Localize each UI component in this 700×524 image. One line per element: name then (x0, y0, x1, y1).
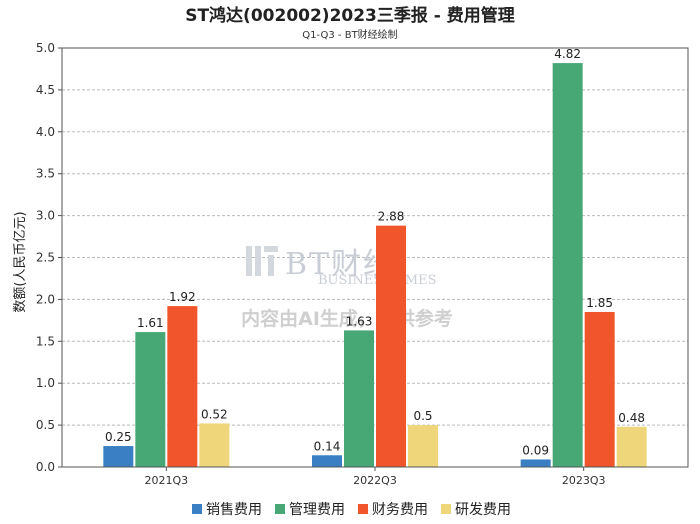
bar (616, 426, 647, 467)
bar (344, 330, 374, 467)
data-label: 0.48 (618, 411, 645, 425)
data-label: 2.88 (378, 210, 405, 224)
bar (376, 225, 406, 467)
bar (103, 446, 134, 467)
x-tick-label: 2021Q3 (145, 474, 189, 487)
y-tick-label: 2.5 (36, 251, 55, 265)
bar (584, 311, 615, 467)
y-tick-label: 3.5 (36, 167, 55, 181)
y-tick-label: 0.0 (36, 460, 55, 474)
bar (520, 459, 551, 467)
data-label: 0.09 (522, 443, 549, 457)
chart-title: ST鸿达(002002)2023三季报 - 费用管理 (185, 5, 515, 26)
legend: 销售费用 管理费用 财务费用 研发费用 (192, 502, 511, 518)
legend-label: 管理费用 (289, 502, 345, 518)
bars: 0.25 1.61 1.92 0.52 0.14 1.63 2.88 0.5 0.09 4.82 1… (103, 47, 647, 468)
legend-label: 研发费用 (455, 502, 511, 518)
data-label: 4.82 (554, 47, 581, 61)
y-tick-label: 5.0 (36, 41, 55, 55)
data-label: 0.52 (201, 407, 228, 421)
data-label: 0.5 (413, 409, 432, 423)
bar (135, 332, 166, 467)
y-tick-label: 1.0 (36, 376, 55, 390)
watermark-brand: BT财经 (285, 247, 395, 282)
x-tick-label: 2022Q3 (353, 474, 397, 487)
data-label: 0.14 (314, 439, 341, 453)
legend-label: 财务费用 (372, 502, 428, 518)
data-label: 1.85 (586, 296, 613, 310)
y-axis-label: 数额(人民币亿元) (13, 211, 28, 312)
data-label: 1.63 (346, 314, 373, 328)
y-tick-label: 0.5 (36, 418, 55, 432)
bar (199, 423, 230, 467)
bar (552, 63, 583, 468)
x-tick-label: 2023Q3 (562, 474, 606, 487)
y-tick-label: 2.0 (36, 292, 55, 306)
data-label: 1.92 (169, 290, 196, 304)
y-tick-label: 3.0 (36, 209, 55, 223)
y-tick-label: 1.5 (36, 334, 55, 348)
legend-swatch (275, 504, 285, 514)
bar (167, 306, 198, 467)
y-tick-label: 4.5 (36, 83, 55, 97)
legend-swatch (358, 504, 368, 514)
chart-subtitle: Q1-Q3 - BT财经绘制 (302, 28, 397, 41)
bt-logo-icon (246, 246, 278, 276)
y-tick-label: 4.0 (36, 125, 55, 139)
legend-swatch (192, 504, 202, 514)
data-label: 1.61 (137, 316, 164, 330)
data-label: 0.25 (105, 430, 132, 444)
bar (408, 425, 438, 467)
bar (312, 455, 342, 467)
legend-label: 销售费用 (206, 502, 262, 518)
legend-swatch (441, 504, 451, 514)
axes: 0.0 0.5 1.0 1.5 2.0 2.5 3.0 3.5 4.0 4.5 5.0 2021Q3 2… (36, 41, 689, 487)
